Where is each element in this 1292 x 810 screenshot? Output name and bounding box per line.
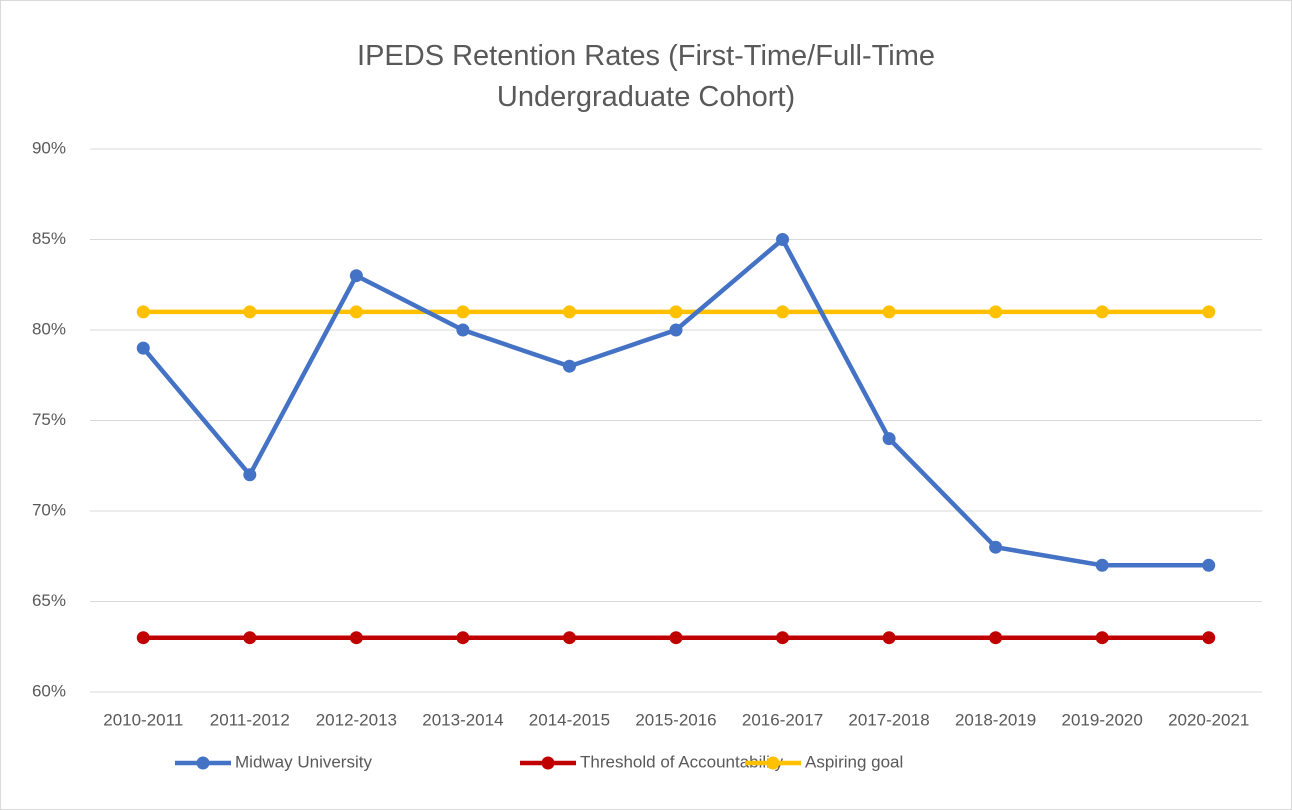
data-point	[1095, 305, 1109, 319]
chart-title: IPEDS Retention Rates (First-Time/Full-T…	[357, 40, 935, 113]
data-point	[456, 631, 470, 645]
x-tick-label: 2020-2021	[1168, 710, 1249, 729]
data-point	[349, 305, 363, 319]
x-tick-label: 2015-2016	[635, 710, 716, 729]
data-point	[243, 305, 257, 319]
x-tick-label: 2012-2013	[316, 710, 397, 729]
y-tick-label: 65%	[32, 591, 66, 610]
data-point	[136, 305, 150, 319]
y-tick-label: 85%	[32, 229, 66, 248]
data-point	[1095, 631, 1109, 645]
legend-label: Threshold of Accountability	[580, 752, 784, 771]
x-tick-label: 2018-2019	[955, 710, 1036, 729]
legend-marker	[541, 756, 555, 770]
y-tick-label: 60%	[32, 681, 66, 700]
data-point	[562, 359, 576, 373]
x-tick-label: 2013-2014	[422, 710, 503, 729]
data-point	[1202, 558, 1216, 572]
data-point	[456, 323, 470, 337]
data-point	[882, 305, 896, 319]
data-point	[243, 468, 257, 482]
data-point	[882, 631, 896, 645]
y-tick-label: 90%	[32, 138, 66, 157]
data-point	[669, 323, 683, 337]
data-point	[776, 305, 790, 319]
data-point	[989, 305, 1003, 319]
data-point	[989, 631, 1003, 645]
data-point	[776, 233, 790, 246]
data-point	[136, 631, 150, 645]
x-tick-label: 2017-2018	[848, 710, 929, 729]
data-point	[243, 631, 257, 645]
data-point	[1202, 305, 1216, 319]
x-tick-label: 2019-2020	[1062, 710, 1143, 729]
data-point	[1202, 631, 1216, 645]
data-point	[1095, 558, 1109, 572]
y-tick-label: 70%	[32, 500, 66, 519]
data-point	[349, 631, 363, 645]
legend-marker	[766, 756, 780, 770]
data-point	[349, 269, 363, 283]
data-point	[989, 540, 1003, 554]
data-point	[562, 631, 576, 645]
data-point	[882, 432, 896, 446]
data-point	[669, 305, 683, 319]
y-tick-label: 80%	[32, 319, 66, 338]
legend-label: Midway University	[235, 752, 372, 771]
x-tick-label: 2011-2012	[210, 710, 290, 729]
data-point	[136, 341, 150, 355]
data-point	[776, 631, 790, 645]
x-tick-label: 2016-2017	[742, 710, 823, 729]
x-tick-label: 2010-2011	[103, 710, 183, 729]
data-point	[669, 631, 683, 645]
legend-marker	[196, 756, 210, 770]
x-tick-label: 2014-2015	[529, 710, 610, 729]
data-point	[562, 305, 576, 319]
y-tick-label: 75%	[32, 410, 66, 429]
data-point	[456, 305, 470, 319]
legend-label: Aspiring goal	[805, 752, 903, 771]
